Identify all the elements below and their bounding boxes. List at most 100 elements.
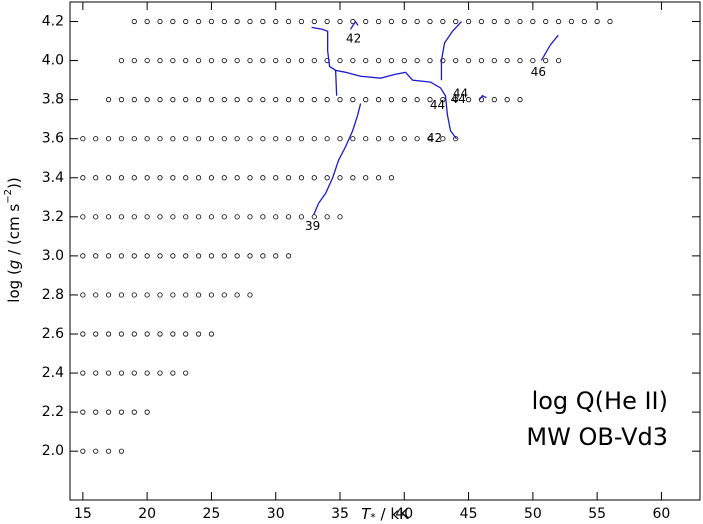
model-point: [208, 175, 215, 181]
model-point: [195, 18, 202, 25]
model-point: [195, 136, 202, 142]
model-point: [337, 57, 343, 64]
x-tick-label: 15: [74, 506, 92, 522]
model-point: [324, 175, 330, 181]
model-point: [260, 214, 266, 220]
model-point: [208, 57, 215, 64]
model-point: [298, 97, 305, 103]
model-point: [427, 136, 433, 142]
model-point: [183, 292, 189, 298]
model-point: [93, 370, 99, 376]
model-point: [311, 57, 317, 64]
model-point: [491, 57, 497, 64]
model-point: [517, 57, 523, 64]
model-point: [144, 253, 150, 259]
model-point: [157, 331, 163, 337]
model-point: [80, 370, 86, 376]
model-point: [478, 57, 485, 64]
contour-line: [349, 20, 359, 30]
model-point: [350, 175, 356, 181]
model-point: [131, 409, 137, 415]
y-tick-label: 3.2: [42, 209, 64, 225]
model-point: [144, 18, 150, 25]
model-point: [93, 175, 99, 181]
model-point: [157, 253, 163, 259]
model-point: [427, 97, 433, 103]
model-point: [183, 18, 189, 25]
model-point: [80, 175, 86, 181]
model-point: [285, 57, 292, 64]
model-point: [93, 331, 99, 337]
x-tick-label: 25: [203, 506, 221, 522]
model-point: [453, 57, 459, 64]
model-point: [118, 292, 125, 298]
model-point: [350, 136, 356, 142]
model-point: [118, 448, 125, 454]
model-point: [414, 136, 420, 142]
model-point: [183, 57, 189, 64]
model-point: [144, 409, 150, 415]
model-point: [594, 18, 600, 25]
model-point: [285, 136, 292, 142]
model-point: [105, 175, 112, 181]
model-point: [260, 18, 266, 25]
model-point: [80, 214, 86, 220]
model-point: [183, 136, 189, 142]
contour-line: [313, 103, 362, 216]
model-point: [388, 97, 395, 103]
model-point: [401, 57, 407, 64]
model-point: [350, 97, 356, 103]
model-point: [260, 253, 266, 259]
model-point: [80, 331, 86, 337]
model-point: [80, 292, 86, 298]
model-point: [530, 57, 536, 64]
model-point: [118, 57, 125, 64]
model-point: [234, 214, 240, 220]
x-tick-label: 45: [460, 506, 478, 522]
model-point: [221, 57, 227, 64]
model-point: [208, 136, 215, 142]
model-point: [170, 136, 176, 142]
model-point: [273, 253, 279, 259]
model-point: [311, 136, 317, 142]
model-point: [157, 370, 163, 376]
model-point: [144, 136, 150, 142]
model-point: [273, 136, 279, 142]
model-point: [170, 57, 176, 64]
model-point: [221, 97, 227, 103]
model-point: [93, 292, 99, 298]
model-point: [105, 214, 112, 220]
y-label-part: )): [5, 177, 23, 189]
model-point: [170, 253, 176, 259]
model-point: [247, 253, 253, 259]
contour-line: [311, 26, 458, 140]
model-point: [298, 175, 305, 181]
contour-label: 39: [305, 219, 320, 233]
model-point: [465, 97, 472, 103]
contour-label: 44: [430, 98, 445, 112]
model-point: [234, 97, 240, 103]
model-point: [221, 175, 227, 181]
y-label-symbol: g: [5, 260, 23, 270]
x-label-unit: / kK: [376, 505, 410, 523]
model-point: [80, 409, 86, 415]
y-tick-label: 3.4: [42, 170, 64, 186]
model-point: [221, 214, 227, 220]
model-point: [337, 175, 343, 181]
model-point: [337, 214, 343, 220]
model-point: [144, 292, 150, 298]
model-point: [298, 18, 305, 25]
model-point: [363, 175, 369, 181]
model-point: [337, 97, 343, 103]
y-tick-label: 3.6: [42, 131, 64, 147]
model-point: [170, 292, 176, 298]
model-point: [363, 97, 369, 103]
model-point: [157, 214, 163, 220]
model-point: [183, 253, 189, 259]
model-point: [465, 18, 472, 25]
model-point: [247, 136, 253, 142]
model-point: [247, 97, 253, 103]
model-point: [131, 136, 137, 142]
model-point: [208, 18, 215, 25]
model-point: [131, 214, 137, 220]
